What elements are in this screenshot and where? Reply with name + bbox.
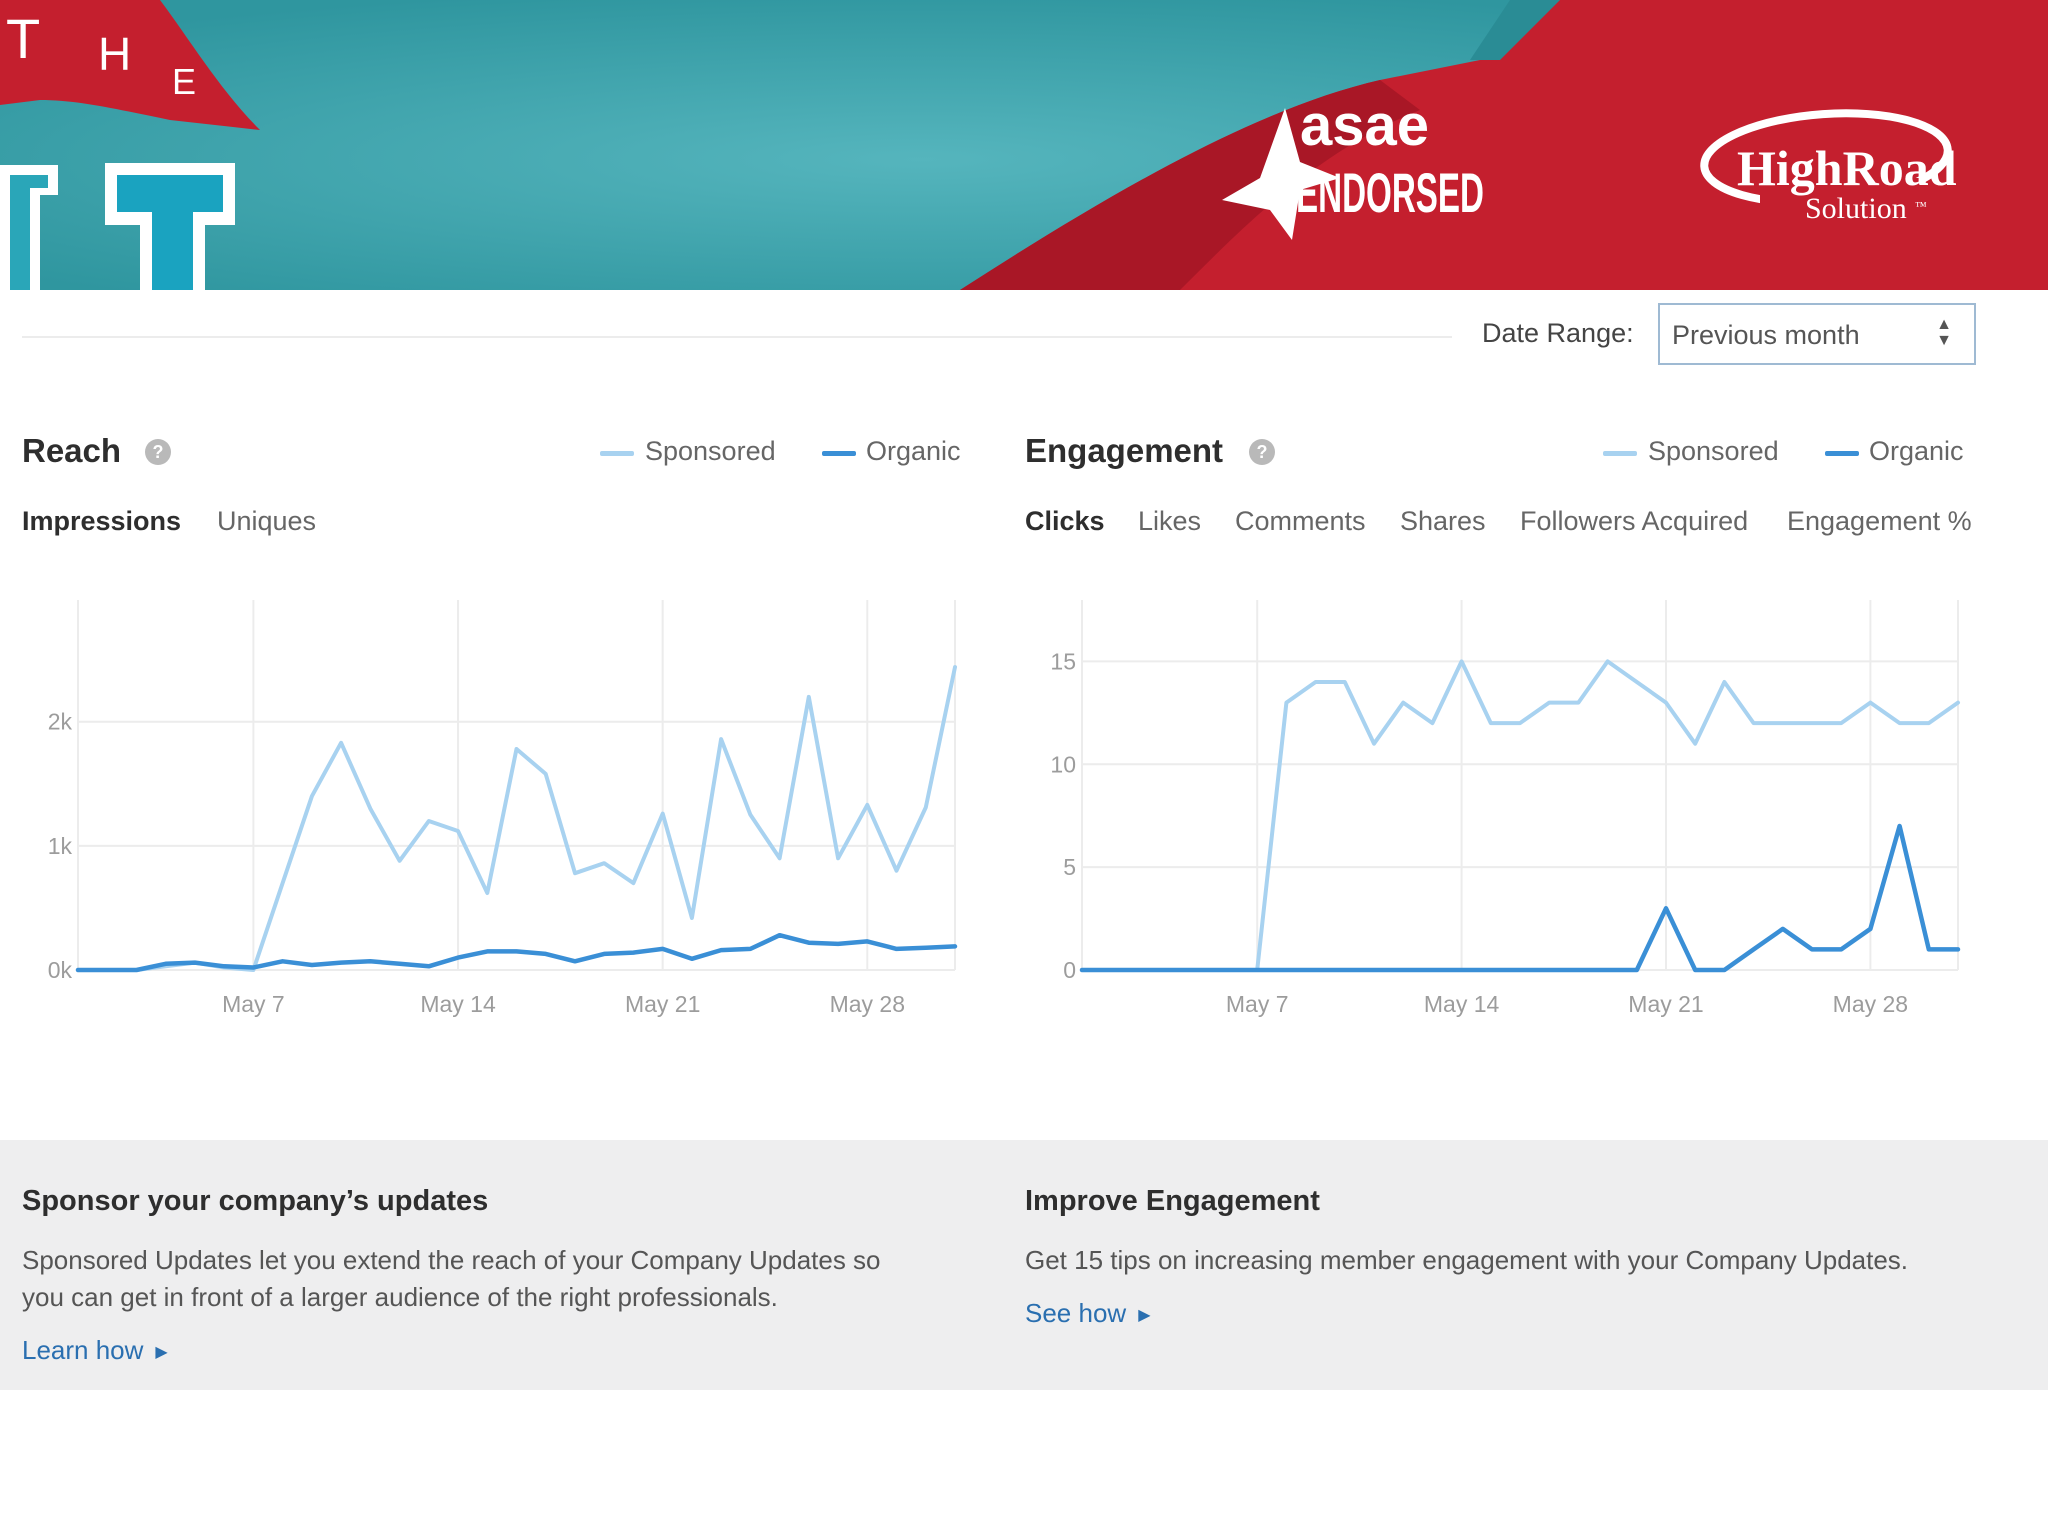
- reach-help-icon[interactable]: ?: [145, 439, 171, 465]
- banner-artwork: T H E asae ENDORSED HighRoad Solution ™: [0, 0, 2048, 290]
- engagement-chart: May 7 May 14 May 21 May 28 0 5 10 15: [1000, 590, 1990, 1045]
- promo-engagement-text: Get 15 tips on increasing member engagem…: [1025, 1245, 1909, 1275]
- date-range-label: Date Range:: [1482, 318, 1634, 348]
- asae-label: asae: [1300, 93, 1429, 158]
- endorsed-label: ENDORSED: [1296, 161, 1484, 224]
- reach-title: Reach: [22, 432, 122, 469]
- engagement-legend-sponsored-swatch: [1603, 451, 1637, 456]
- engagement-y-tick-label: 0: [1063, 957, 1076, 983]
- engagement-legend-organic: Organic: [1869, 436, 1964, 466]
- asae-endorsed-logo: asae ENDORSED: [1222, 93, 1484, 240]
- caret-right-icon: ▶: [1138, 1307, 1151, 1324]
- promo-engagement-title: Improve Engagement: [1025, 1185, 1320, 1217]
- engagement-y-tick-label: 5: [1063, 854, 1076, 880]
- reach-series-sponsored: [76, 665, 957, 972]
- reach-y-tick-label: 0k: [48, 957, 73, 983]
- the-letter-h: H: [98, 28, 131, 80]
- tab-engagement-percent[interactable]: Engagement %: [1787, 506, 1972, 536]
- engagement-x-tick-label: May 14: [1424, 991, 1500, 1017]
- tab-uniques[interactable]: Uniques: [217, 506, 317, 536]
- date-range-value: Previous month: [1672, 320, 1860, 350]
- solution-label: Solution: [1805, 192, 1907, 225]
- engagement-x-tick-label: May 21: [1628, 991, 1703, 1017]
- engagement-title: Engagement: [1025, 432, 1224, 469]
- engagement-series-sponsored: [1080, 659, 1960, 972]
- caret-right-icon: ▶: [155, 1344, 168, 1361]
- see-how-link[interactable]: See how ▶: [1025, 1298, 1151, 1329]
- reach-y-tick-label: 1k: [48, 833, 73, 859]
- top-divider: [22, 336, 1452, 338]
- reach-chart-svg: May 7 May 14 May 21 May 28 0k 1k 2k: [48, 600, 958, 1017]
- highroad-label: HighRoad: [1737, 140, 1957, 196]
- reach-x-tick-label: May 28: [830, 991, 905, 1017]
- engagement-legend-sponsored: Sponsored: [1648, 436, 1779, 466]
- reach-y-tick-label: 2k: [48, 709, 73, 735]
- reach-chart: May 7 May 14 May 21 May 28 0k 1k 2k: [0, 590, 990, 1045]
- promo-section: Sponsor your company’s updates Sponsored…: [0, 1140, 2048, 1390]
- promo-sponsor-text-line2: you can get in front of a larger audienc…: [22, 1282, 778, 1312]
- reach-x-tick-label: May 14: [420, 991, 496, 1017]
- learn-how-label: Learn how: [22, 1335, 144, 1365]
- the-letter-e: E: [172, 61, 196, 102]
- engagement-chart-svg: May 7 May 14 May 21 May 28 0 5 10 15: [1050, 600, 1961, 1017]
- tab-likes[interactable]: Likes: [1138, 506, 1202, 536]
- engagement-y-tick-label: 10: [1050, 751, 1076, 777]
- tab-shares[interactable]: Shares: [1400, 506, 1486, 536]
- engagement-help-icon[interactable]: ?: [1249, 439, 1275, 465]
- reach-legend-organic-swatch: [822, 451, 856, 456]
- date-range-select[interactable]: Previous month ▲ ▼: [1658, 303, 1976, 365]
- engagement-y-tick-label: 15: [1050, 648, 1076, 674]
- highroad-logo: HighRoad Solution ™: [1700, 109, 1957, 225]
- star-icon: [1222, 108, 1340, 240]
- tab-comments[interactable]: Comments: [1235, 506, 1366, 536]
- trademark-mark: ™: [1915, 199, 1927, 213]
- tab-clicks[interactable]: Clicks: [1025, 506, 1105, 536]
- see-how-label: See how: [1025, 1298, 1127, 1328]
- reach-legend-sponsored-swatch: [600, 451, 634, 456]
- reach-x-tick-label: May 21: [625, 991, 700, 1017]
- tab-followers-acquired[interactable]: Followers Acquired: [1520, 506, 1749, 536]
- engagement-legend-organic-swatch: [1825, 451, 1859, 456]
- reach-x-tick-label: May 7: [222, 991, 285, 1017]
- reach-legend-organic: Organic: [866, 436, 961, 466]
- header-banner: T H E asae ENDORSED HighRoad Solution ™: [0, 0, 2048, 290]
- engagement-x-tick-label: May 7: [1226, 991, 1289, 1017]
- the-banner-ribbon: [0, 0, 260, 130]
- reach-series-organic: [75, 932, 958, 973]
- engagement-series-organic: [1079, 823, 1961, 973]
- engagement-x-tick-label: May 28: [1833, 991, 1908, 1017]
- learn-how-link[interactable]: Learn how ▶: [22, 1335, 168, 1366]
- promo-sponsor-text-line1: Sponsored Updates let you extend the rea…: [22, 1245, 881, 1275]
- promo-sponsor-title: Sponsor your company’s updates: [22, 1185, 489, 1217]
- tab-impressions[interactable]: Impressions: [22, 506, 182, 536]
- reach-legend-sponsored: Sponsored: [645, 436, 776, 466]
- the-letter-t: T: [6, 7, 40, 70]
- sort-arrows-icon: ▲ ▼: [1936, 316, 1952, 349]
